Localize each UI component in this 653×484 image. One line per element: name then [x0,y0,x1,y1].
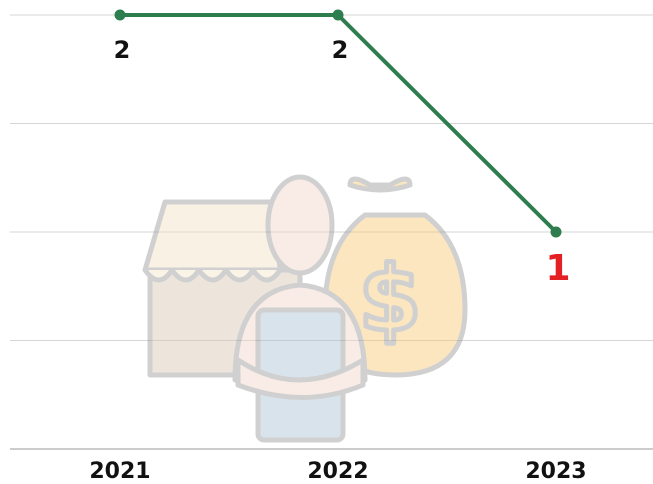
point [551,227,562,238]
svg-text:$: $ [359,247,422,352]
illustration: $ [145,177,465,440]
point [333,10,344,21]
value-label: 2 [114,36,131,64]
x-tick-label: 2022 [307,459,368,484]
value-label: 1 [545,248,570,289]
point [115,10,126,21]
x-tick-label: 2021 [89,459,150,484]
chart: $ 2021 2022 2023 2 2 1 [0,0,653,484]
value-label: 2 [332,36,349,64]
x-tick-label: 2023 [525,459,586,484]
